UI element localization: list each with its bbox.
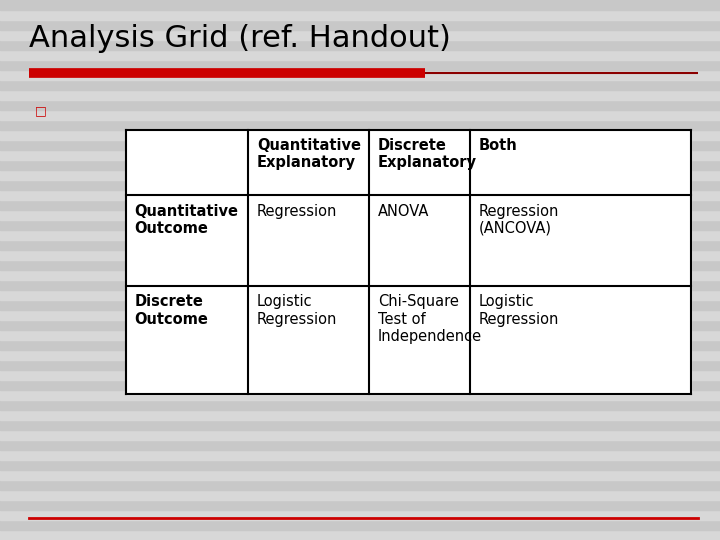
Bar	[0, 270, 720, 280]
Text: Logistic
Regression: Logistic Regression	[257, 294, 338, 327]
Bar	[0, 480, 720, 490]
Bar	[0, 470, 720, 480]
Bar	[0, 120, 720, 130]
Bar	[0, 530, 720, 540]
Bar	[0, 40, 720, 50]
Bar	[0, 0, 720, 10]
Text: Both: Both	[479, 138, 518, 153]
Text: □: □	[35, 104, 46, 117]
Bar	[0, 370, 720, 380]
Bar	[0, 520, 720, 530]
Bar	[0, 220, 720, 230]
Bar	[0, 390, 720, 400]
Text: Regression
(ANCOVA): Regression (ANCOVA)	[479, 204, 559, 236]
Bar	[126, 130, 691, 394]
Text: Chi-Square
Test of
Independence: Chi-Square Test of Independence	[378, 294, 482, 344]
Text: Regression: Regression	[257, 204, 338, 219]
Bar	[0, 510, 720, 520]
Bar	[0, 250, 720, 260]
Bar	[0, 460, 720, 470]
Bar	[0, 30, 720, 40]
Text: Discrete
Explanatory: Discrete Explanatory	[378, 138, 477, 170]
Text: Analysis Grid (ref. Handout): Analysis Grid (ref. Handout)	[29, 24, 451, 53]
Bar	[0, 380, 720, 390]
Bar	[0, 490, 720, 500]
Bar	[0, 340, 720, 350]
Text: Logistic
Regression: Logistic Regression	[479, 294, 559, 327]
Bar	[0, 330, 720, 340]
Bar	[0, 240, 720, 250]
Bar	[0, 80, 720, 90]
Bar	[0, 20, 720, 30]
Bar	[0, 170, 720, 180]
Text: Quantitative
Explanatory: Quantitative Explanatory	[257, 138, 361, 170]
Bar	[0, 10, 720, 20]
Bar	[0, 100, 720, 110]
Text: ANOVA: ANOVA	[378, 204, 429, 219]
Bar	[0, 350, 720, 360]
Bar	[0, 70, 720, 80]
Bar	[0, 190, 720, 200]
Bar	[0, 180, 720, 190]
Bar	[0, 280, 720, 290]
Bar	[0, 50, 720, 60]
Bar	[0, 230, 720, 240]
Text: Quantitative
Outcome: Quantitative Outcome	[135, 204, 238, 236]
Bar	[0, 110, 720, 120]
Bar	[0, 360, 720, 370]
Bar	[0, 320, 720, 330]
Bar	[0, 310, 720, 320]
Bar	[0, 400, 720, 410]
Bar	[0, 420, 720, 430]
Bar	[0, 160, 720, 170]
Bar	[0, 60, 720, 70]
Bar	[0, 210, 720, 220]
Bar	[0, 290, 720, 300]
Text: Discrete
Outcome: Discrete Outcome	[135, 294, 209, 327]
Bar	[0, 300, 720, 310]
Bar	[0, 90, 720, 100]
Bar	[0, 260, 720, 270]
Bar	[0, 200, 720, 210]
Bar	[0, 140, 720, 150]
Bar	[0, 500, 720, 510]
Bar	[0, 130, 720, 140]
Bar	[0, 150, 720, 160]
Bar	[0, 410, 720, 420]
Bar	[0, 450, 720, 460]
Bar	[0, 430, 720, 440]
Bar	[0, 440, 720, 450]
